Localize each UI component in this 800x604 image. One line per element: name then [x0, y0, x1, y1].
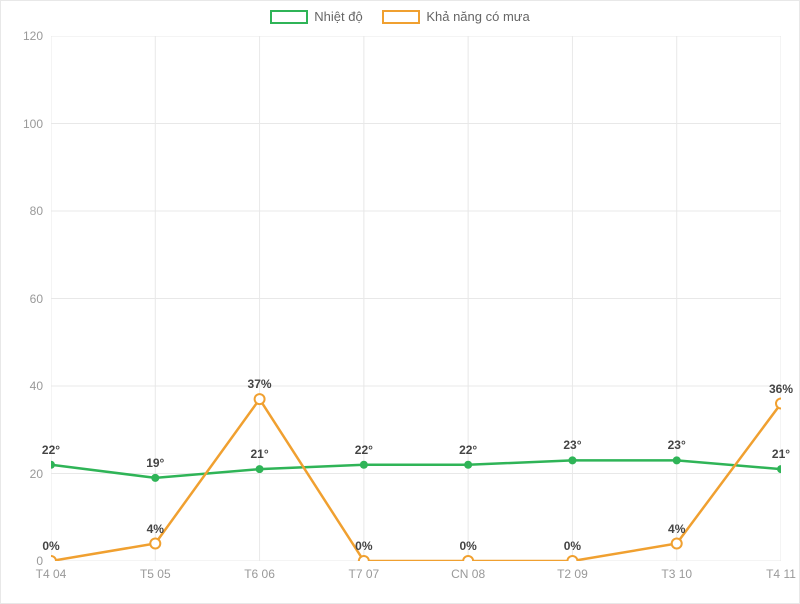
- legend-label-temperature: Nhiệt độ: [314, 9, 362, 24]
- series-line: [51, 399, 781, 561]
- series-marker[interactable]: [568, 456, 576, 464]
- y-tick-label: 0: [36, 554, 43, 568]
- series-marker[interactable]: [256, 465, 264, 473]
- data-label: 21°: [772, 447, 790, 461]
- legend-label-rain: Khả năng có mưa: [426, 9, 529, 24]
- x-tick-label: T4 11: [766, 567, 796, 581]
- series-marker[interactable]: [673, 456, 681, 464]
- x-tick-label: T6 06: [244, 567, 275, 581]
- series-marker[interactable]: [150, 539, 160, 549]
- series-marker[interactable]: [464, 461, 472, 469]
- data-label: 22°: [459, 443, 477, 457]
- x-tick-label: T5 05: [140, 567, 171, 581]
- legend-swatch-temperature: [270, 10, 308, 24]
- data-label: 19°: [146, 456, 164, 470]
- series-marker[interactable]: [672, 539, 682, 549]
- data-label: 21°: [250, 447, 268, 461]
- y-tick-label: 120: [23, 29, 43, 43]
- data-label: 22°: [42, 443, 60, 457]
- y-tick-label: 80: [30, 204, 43, 218]
- series-marker[interactable]: [255, 394, 265, 404]
- data-label: 0%: [355, 539, 372, 553]
- x-tick-label: T7 07: [349, 567, 380, 581]
- data-label: 4%: [668, 522, 685, 536]
- data-label: 23°: [668, 438, 686, 452]
- legend-item-rain[interactable]: Khả năng có mưa: [382, 9, 529, 24]
- legend-swatch-rain: [382, 10, 420, 24]
- series-marker[interactable]: [359, 556, 369, 561]
- series-marker[interactable]: [51, 556, 56, 561]
- series-marker[interactable]: [360, 461, 368, 469]
- data-label: 0%: [564, 539, 581, 553]
- x-tick-label: T4 04: [36, 567, 67, 581]
- chart-svg: [51, 36, 781, 561]
- x-tick-label: T3 10: [661, 567, 692, 581]
- x-tick-label: T2 09: [557, 567, 588, 581]
- weather-chart: Nhiệt độ Khả năng có mưa 020406080100120…: [0, 0, 800, 604]
- y-tick-label: 20: [30, 467, 43, 481]
- data-label: 0%: [459, 539, 476, 553]
- series-marker[interactable]: [567, 556, 577, 561]
- series-marker[interactable]: [776, 399, 781, 409]
- data-label: 0%: [42, 539, 59, 553]
- y-tick-label: 100: [23, 117, 43, 131]
- x-tick-label: CN 08: [451, 567, 485, 581]
- series-marker[interactable]: [777, 465, 781, 473]
- series-marker[interactable]: [151, 474, 159, 482]
- legend-item-temperature[interactable]: Nhiệt độ: [270, 9, 362, 24]
- y-tick-label: 60: [30, 292, 43, 306]
- data-label: 22°: [355, 443, 373, 457]
- plot-area: 020406080100120T4 04T5 05T6 06T7 07CN 08…: [51, 36, 781, 561]
- series-marker[interactable]: [463, 556, 473, 561]
- data-label: 36%: [769, 382, 793, 396]
- data-label: 37%: [248, 377, 272, 391]
- data-label: 23°: [563, 438, 581, 452]
- data-label: 4%: [147, 522, 164, 536]
- y-tick-label: 40: [30, 379, 43, 393]
- legend: Nhiệt độ Khả năng có mưa: [1, 9, 799, 27]
- series-marker[interactable]: [51, 461, 55, 469]
